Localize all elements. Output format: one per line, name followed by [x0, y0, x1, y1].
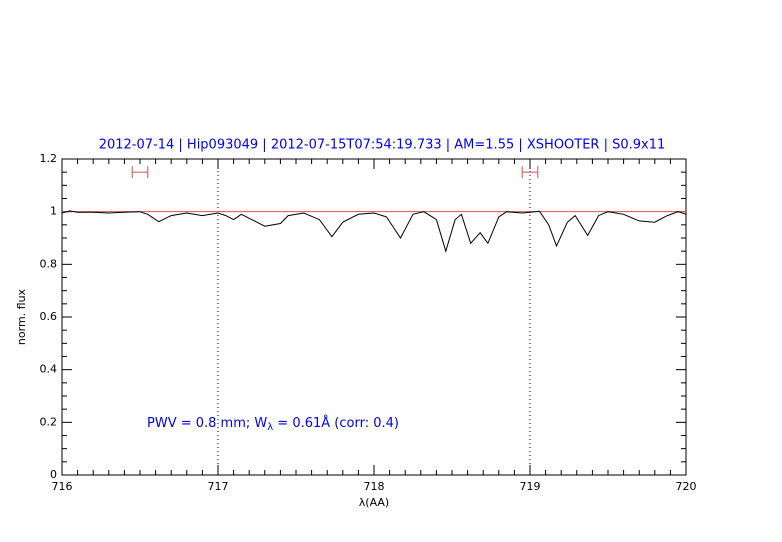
- chart-title: 2012-07-14 | Hip093049 | 2012-07-15T07:5…: [99, 138, 666, 153]
- annotation: PWV = 0.8 mm; Wλ = 0.61Å (corr: 0.4): [147, 415, 399, 434]
- y-tick-label: 1.2: [40, 152, 58, 165]
- x-tick-label: 717: [208, 480, 229, 493]
- y-tick-label: 0.4: [40, 363, 58, 376]
- x-tick-label: 716: [52, 480, 73, 493]
- x-axis-label: λ(AA): [359, 496, 389, 509]
- spectrum-line: [61, 210, 687, 253]
- x-tick-label: 719: [520, 480, 541, 493]
- annotation-part: PWV = 0.8 mm; W: [147, 416, 267, 431]
- y-tick-label: 0.6: [40, 310, 58, 323]
- y-tick-label: 0.2: [40, 415, 58, 428]
- x-tick-label: 720: [676, 480, 697, 493]
- x-tick-label: 718: [364, 480, 385, 493]
- y-tick-label: 1: [50, 205, 57, 218]
- y-tick-label: 0.8: [40, 257, 58, 270]
- annotation-part: λ: [267, 422, 273, 433]
- annotation-part: = 0.61Å (corr: 0.4): [273, 415, 399, 431]
- y-axis-label: norm. flux: [15, 288, 28, 345]
- y-tick-label: 0: [50, 468, 57, 481]
